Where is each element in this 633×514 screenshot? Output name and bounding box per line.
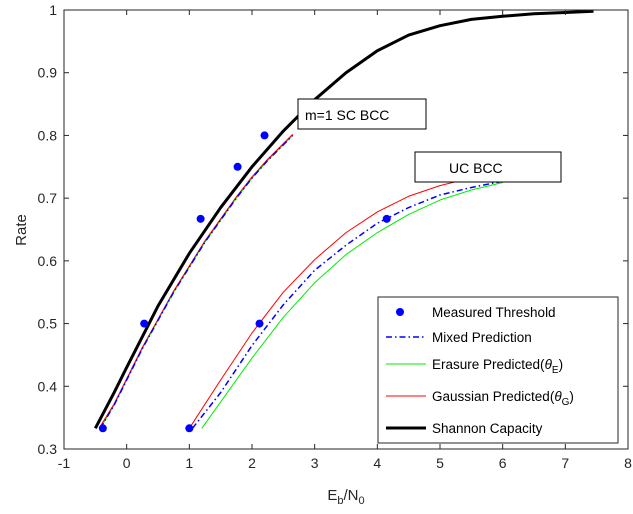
annotation-uc-bcc: UC BCC [414, 151, 562, 183]
x-tick-label: 8 [624, 455, 632, 471]
data-point-measured-threshold [140, 319, 149, 328]
series-shannon-capacity-line-1 [94, 9, 594, 430]
tick-layer: -1 0 1 2 3 4 5 6 7 8 0.3 0.4 0.5 0.6 0.7 0.8 0.9 1 [38, 2, 633, 471]
annotation-sc-bcc: m=1 SC BCC [297, 98, 427, 130]
x-tick-label: 6 [499, 455, 507, 471]
x-tick-label: 3 [311, 455, 319, 471]
x-axis-label-main: E [327, 487, 337, 504]
legend-label-shannon: Shannon Capacity [432, 421, 543, 436]
series-gaussian-predicted-g-line-1 [98, 133, 294, 429]
annotation-uc-bcc-text: UC BCC [449, 160, 503, 176]
series-mixed-prediction-line-1 [99, 134, 294, 429]
y-axis-label: Rate [13, 214, 30, 246]
y-tick-label: 0.9 [38, 65, 58, 81]
y-tick-label: 0.7 [38, 190, 58, 206]
data-point-measured-threshold [233, 162, 242, 171]
x-axis-label: Eb/N0 [327, 487, 364, 507]
legend-marker-measured [396, 308, 404, 316]
legend-label-mixed: Mixed Prediction [432, 330, 532, 345]
y-tick-label: 0.8 [38, 127, 58, 143]
data-point-measured-threshold [196, 214, 205, 223]
series-layer [94, 9, 594, 433]
annotation-sc-bcc-text: m=1 SC BCC [305, 107, 389, 123]
y-tick-label: 0.5 [38, 316, 58, 332]
x-axis-label-sub1: b [337, 495, 343, 507]
x-axis-label-mid: /N [344, 487, 359, 504]
x-tick-label: 5 [436, 455, 444, 471]
data-point-measured-threshold [255, 319, 264, 328]
legend-label-measured: Measured Threshold [432, 305, 556, 320]
legend-label-gaussian: Gaussian Predicted(θG) [432, 389, 574, 408]
x-tick-label: -1 [58, 455, 71, 471]
y-tick-label: 0.4 [38, 378, 58, 394]
x-tick-label: 0 [123, 455, 131, 471]
axes-box [63, 9, 629, 450]
x-tick-label: 7 [561, 455, 569, 471]
legend-box [377, 296, 619, 444]
data-point-measured-threshold [185, 424, 194, 433]
data-point-measured-threshold [260, 131, 269, 140]
series-gaussian-predicted-g-line-2 [188, 178, 466, 429]
series-erasure-predicted-e-line-2 [201, 181, 503, 429]
x-tick-label: 4 [373, 455, 381, 471]
x-tick-label: 1 [185, 455, 193, 471]
series-mixed-prediction-line-2 [191, 180, 503, 429]
legend: Measured Threshold Mixed Prediction Eras… [377, 296, 619, 444]
x-tick-label: 2 [248, 455, 256, 471]
data-point-measured-threshold [98, 424, 107, 433]
y-tick-label: 1 [49, 2, 57, 18]
data-point-measured-threshold [382, 214, 391, 223]
y-tick-label: 0.6 [38, 253, 58, 269]
legend-label-erasure: Erasure Predicted(θE) [432, 357, 563, 376]
x-axis-label-sub2: 0 [359, 495, 365, 507]
y-tick-label: 0.3 [38, 441, 58, 457]
